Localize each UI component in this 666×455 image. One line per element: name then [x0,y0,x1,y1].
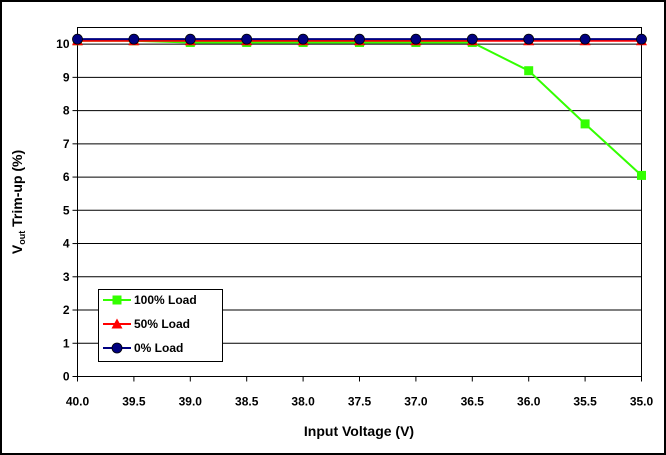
y-tick-label: 1 [63,336,70,350]
series-2 [72,33,647,45]
x-axis-title: Input Voltage (V) [304,423,414,439]
legend-label: 100% Load [134,293,197,307]
x-tick-label: 37.5 [348,395,372,409]
x-tick-label: 40.0 [66,395,90,409]
legend-label: 50% Load [134,317,190,331]
x-tick-label: 39.5 [122,395,146,409]
legend-item: 50% Load [103,317,190,331]
y-tick-label: 4 [63,237,70,251]
data-point [637,170,646,180]
y-tick-label: 2 [63,303,70,317]
data-point [636,33,647,45]
x-tick-label: 35.0 [630,395,654,409]
x-tick-label: 38.0 [291,395,315,409]
data-point [410,33,422,45]
data-point [523,33,535,45]
data-point [466,33,478,45]
y-tick-label: 8 [63,104,70,118]
legend-label: 0% Load [134,341,183,355]
data-point [580,119,590,129]
y-tick-label: 10 [56,37,70,51]
x-tick-label: 36.5 [461,395,485,409]
y-tick-label: 0 [63,370,70,384]
y-tick-label: 5 [63,203,70,217]
y-tick-label: 6 [63,170,70,184]
legend: 100% Load 50% Load 0% Load [98,289,223,362]
data-point [579,33,591,45]
x-tick-label: 35.5 [573,395,597,409]
y-axis-title: Vout Trim-up (%) [9,150,27,254]
y-tick-label: 3 [63,270,70,284]
y-tick-label: 7 [63,137,70,151]
legend-marker [112,295,122,305]
legend-item: 100% Load [103,293,197,307]
y-tick-label: 9 [63,70,70,84]
x-tick-label: 39.0 [179,395,203,409]
legend-marker [111,318,123,329]
data-point [128,33,140,45]
data-point [354,33,365,45]
data-point [72,33,83,45]
y-axis-ticks: 0 1 2 3 4 5 6 7 8 9 10 [56,37,78,384]
x-tick-label: 36.0 [517,395,541,409]
series-group [72,33,647,180]
data-point [297,33,309,45]
x-tick-label: 38.5 [235,395,259,409]
data-point [241,33,253,45]
legend-item: 0% Load [103,341,183,355]
x-axis-ticks: 40.0 39.5 39.0 38.5 38.0 37.5 37.0 36.5 36.0 35.5… [66,376,654,409]
data-point [184,33,196,45]
data-point [524,66,534,76]
x-tick-label: 37.0 [404,395,428,409]
legend-marker [111,342,123,354]
